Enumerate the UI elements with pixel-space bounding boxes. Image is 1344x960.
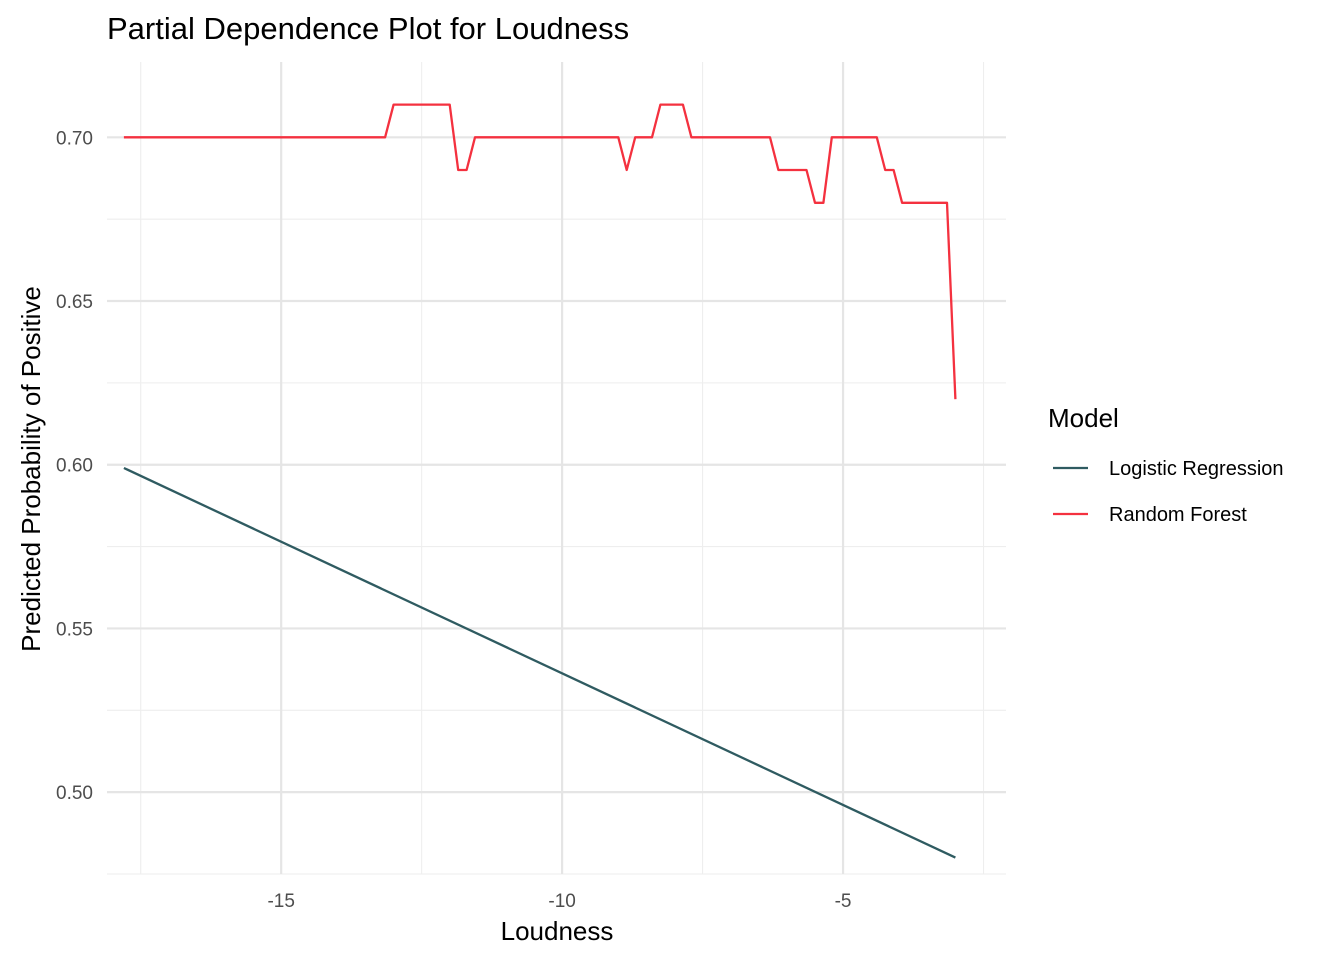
series-line-random-forest bbox=[123, 103, 957, 400]
y-tick-label: 0.70 bbox=[56, 128, 93, 149]
x-tick-label: -10 bbox=[548, 891, 575, 912]
x-tick-label: -5 bbox=[835, 891, 852, 912]
chart-title: Partial Dependence Plot for Loudness bbox=[107, 11, 629, 46]
series-line-logistic-regression bbox=[123, 466, 956, 859]
y-tick-label: 0.60 bbox=[56, 456, 93, 477]
y-tick-label: 0.55 bbox=[56, 619, 93, 640]
y-tick-label: 0.50 bbox=[56, 783, 93, 804]
y-axis-title: Predicted Probability of Positive bbox=[16, 286, 46, 652]
x-tick-label: -15 bbox=[267, 891, 294, 912]
legend: Model Logistic Regression Random Forest bbox=[1048, 403, 1284, 526]
plot-grid bbox=[107, 62, 1006, 875]
x-axis-title: Loudness bbox=[501, 916, 614, 946]
plot-series bbox=[123, 103, 957, 859]
y-tick-label: 0.65 bbox=[56, 292, 93, 313]
legend-title: Model bbox=[1048, 403, 1119, 433]
y-axis-ticks: 0.50 0.55 0.60 0.65 0.70 bbox=[56, 128, 93, 804]
legend-label: Random Forest bbox=[1109, 504, 1247, 526]
legend-label: Logistic Regression bbox=[1109, 458, 1284, 480]
x-axis-ticks: -15 -10 -5 bbox=[267, 891, 851, 912]
